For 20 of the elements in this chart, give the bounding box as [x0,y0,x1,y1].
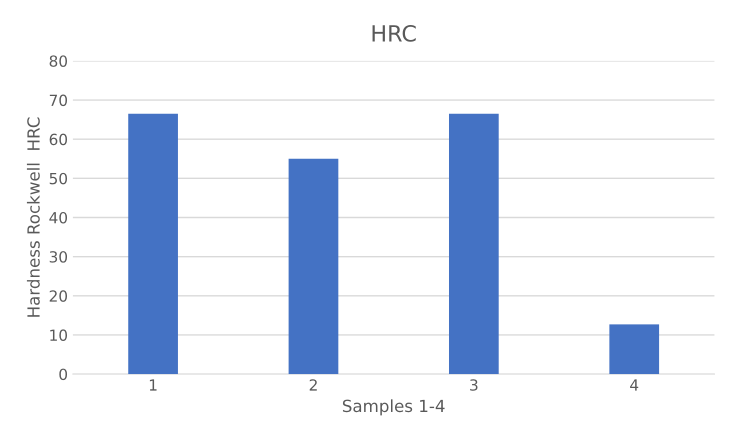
y-tick-label: 10 [50,329,68,341]
chart-title: HRC [372,24,416,42]
x-tick-label: 3 [470,379,478,391]
x-tick-label: 4 [630,379,638,391]
y-tick-label: 30 [50,251,68,263]
bar [128,114,178,374]
bar [448,114,499,374]
bar [609,324,660,374]
x-tick-label: 2 [310,379,317,391]
y-tick-label: 60 [50,134,68,146]
y-tick-label: 20 [50,290,68,302]
y-tick-label: 50 [50,172,68,184]
y-tick-label: 70 [50,94,68,106]
bar [288,158,338,374]
x-axis-title: Samples 1-4 [342,399,445,416]
y-tick-label: 80 [50,55,68,67]
x-tick-label: 1 [150,379,157,391]
y-axis-title: Hardness Rockwell HRC [26,117,40,317]
y-tick-label: 40 [49,212,68,224]
y-tick-label: 0 [59,368,68,380]
